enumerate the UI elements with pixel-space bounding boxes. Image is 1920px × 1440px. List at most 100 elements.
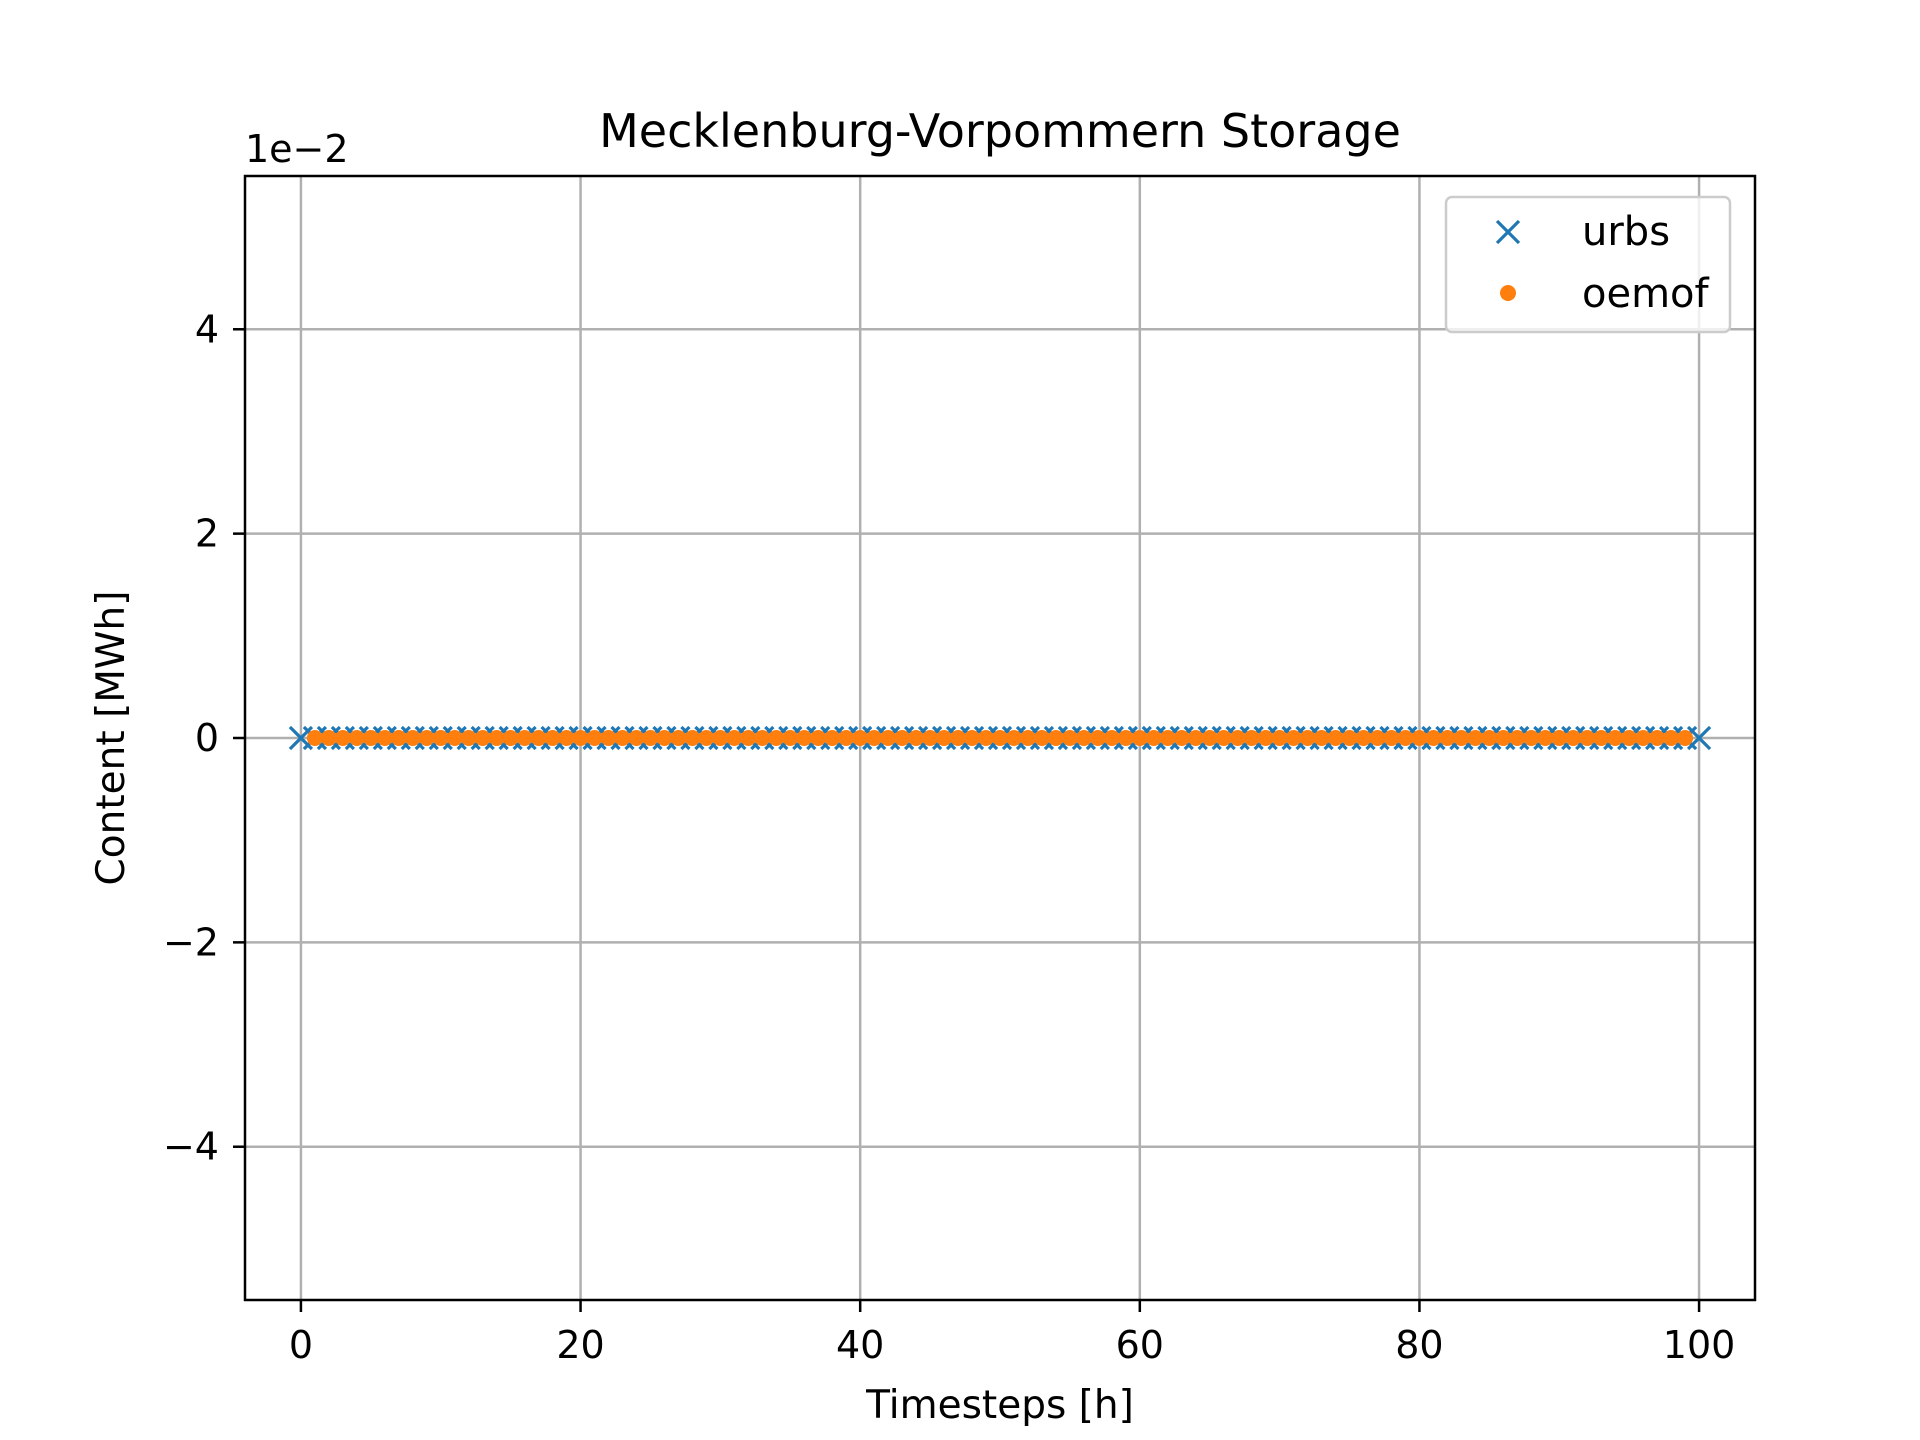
point-oemof — [880, 730, 897, 746]
series-layer — [288, 725, 1712, 751]
point-oemof — [698, 730, 715, 746]
point-oemof — [1033, 730, 1050, 746]
point-oemof — [572, 730, 589, 746]
point-oemof — [1229, 730, 1246, 746]
point-oemof — [1271, 730, 1288, 746]
x-tick-label: 40 — [836, 1323, 884, 1367]
legend-box — [1444, 195, 1732, 334]
point-oemof — [754, 730, 771, 746]
point-oemof — [992, 730, 1008, 746]
point-oemof — [1649, 730, 1666, 746]
point-oemof — [936, 730, 953, 746]
point-oemof — [334, 730, 351, 746]
point-oemof — [1089, 730, 1106, 746]
point-oemof — [306, 730, 323, 746]
point-oemof — [1215, 730, 1232, 746]
x-tick-label: 20 — [556, 1323, 604, 1367]
point-oemof — [1439, 730, 1456, 746]
point-oemof — [1369, 730, 1386, 746]
point-oemof — [1579, 730, 1596, 746]
point-oemof — [1551, 730, 1568, 746]
point-oemof — [950, 730, 967, 746]
point-oemof — [1201, 730, 1218, 746]
point-oemof — [768, 730, 785, 746]
legend-label-urbs: urbs — [1582, 209, 1670, 255]
point-oemof — [1663, 730, 1680, 746]
point-oemof — [628, 730, 645, 746]
point-oemof — [460, 730, 477, 746]
point-oemof — [558, 730, 575, 746]
point-oemof — [404, 730, 421, 746]
point-oemof — [684, 730, 701, 746]
y-offset-label: 1e−2 — [245, 127, 349, 171]
point-oemof — [446, 730, 463, 746]
point-oemof — [782, 730, 799, 746]
point-oemof — [1327, 730, 1344, 746]
point-oemof — [530, 730, 547, 746]
point-oemof — [600, 730, 617, 746]
point-oemof — [1131, 730, 1148, 746]
point-oemof — [1047, 730, 1064, 746]
point-oemof — [1075, 730, 1092, 746]
point-oemof — [642, 730, 659, 746]
point-oemof — [432, 730, 449, 746]
ticks: 0 20 40 60 80 100 −4 −2 0 2 4 — [163, 307, 1735, 1367]
legend-marker-urbs-glyph — [1495, 219, 1521, 245]
point-oemof — [348, 730, 365, 746]
x-tick-label: 0 — [289, 1323, 313, 1367]
point-oemof — [1453, 730, 1470, 746]
point-oemof — [1411, 730, 1428, 746]
point-oemof — [474, 730, 491, 746]
point-oemof — [1187, 730, 1204, 746]
point-oemof — [1145, 730, 1162, 746]
y-axis-label: Content [MWh] — [89, 591, 134, 886]
point-oemof — [1383, 730, 1400, 746]
point-oemof — [1243, 730, 1260, 746]
legend-marker-oemof-glyph — [1500, 285, 1516, 301]
point-oemof — [740, 730, 757, 746]
point-oemof — [502, 730, 519, 746]
point-oemof — [1397, 730, 1414, 746]
point-oemof — [544, 730, 561, 746]
point-oemof — [376, 730, 393, 746]
point-oemof — [1607, 730, 1624, 746]
point-oemof — [390, 730, 407, 746]
point-oemof — [586, 730, 603, 746]
point-urbs — [1686, 725, 1712, 751]
point-oemof — [1313, 730, 1330, 746]
point-oemof — [1593, 730, 1610, 746]
point-oemof — [1257, 730, 1274, 746]
point-oemof — [712, 730, 729, 746]
y-tick-label: 0 — [195, 716, 219, 760]
point-oemof — [1019, 730, 1036, 746]
point-oemof — [866, 730, 883, 746]
point-oemof — [810, 730, 827, 746]
point-oemof — [1509, 730, 1526, 746]
point-oemof — [656, 730, 673, 746]
point-oemof — [1565, 730, 1582, 746]
legend-marker-urbs — [1495, 219, 1521, 245]
legend: urbs oemof — [1444, 195, 1732, 334]
y-tick-label: 4 — [195, 307, 219, 351]
y-tick-label: 2 — [195, 512, 219, 556]
point-oemof — [726, 730, 743, 746]
point-oemof — [320, 730, 337, 746]
point-oemof — [1677, 730, 1694, 746]
point-oemof — [1117, 730, 1134, 746]
legend-label-oemof: oemof — [1582, 271, 1710, 317]
point-oemof — [1285, 730, 1302, 746]
point-oemof — [922, 730, 939, 746]
point-oemof — [1355, 730, 1372, 746]
point-oemof — [1467, 730, 1484, 746]
point-oemof — [838, 730, 855, 746]
point-oemof — [796, 730, 813, 746]
point-oemof — [670, 730, 687, 746]
point-oemof — [1621, 730, 1638, 746]
point-oemof — [964, 730, 981, 746]
point-oemof — [824, 730, 841, 746]
point-oemof — [1425, 730, 1442, 746]
legend-marker-oemof — [1500, 285, 1516, 301]
x-axis-label: Timesteps [h] — [865, 1383, 1134, 1428]
x-tick-label: 80 — [1395, 1323, 1443, 1367]
